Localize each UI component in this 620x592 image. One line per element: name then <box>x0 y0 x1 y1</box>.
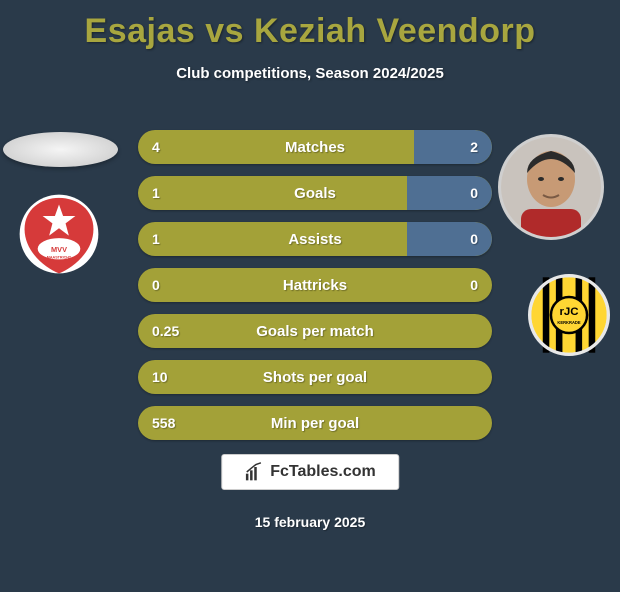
stat-row: 0.25Goals per match <box>138 314 492 348</box>
svg-text:rJC: rJC <box>559 306 578 318</box>
stats-table: 4Matches21Goals01Assists00Hattricks00.25… <box>138 130 492 452</box>
stat-label: Assists <box>208 231 422 248</box>
stat-row: 1Goals0 <box>138 176 492 210</box>
stat-left-value: 0.25 <box>138 323 208 339</box>
stat-row: 558Min per goal <box>138 406 492 440</box>
brand-text: FcTables.com <box>270 463 376 481</box>
stat-label: Shots per goal <box>208 369 422 386</box>
stat-right-value: 0 <box>422 231 492 247</box>
svg-text:KERKRADE: KERKRADE <box>557 320 580 325</box>
stat-row: 0Hattricks0 <box>138 268 492 302</box>
stat-left-value: 558 <box>138 415 208 431</box>
stat-label: Min per goal <box>208 415 422 432</box>
stat-row: 1Assists0 <box>138 222 492 256</box>
svg-text:MVV: MVV <box>51 245 67 254</box>
stat-right-value: 0 <box>422 277 492 293</box>
stat-label: Hattricks <box>208 277 422 294</box>
club-right-badge: rJC KERKRADE <box>528 274 610 356</box>
brand-box[interactable]: FcTables.com <box>221 454 399 490</box>
comparison-date: 15 february 2025 <box>0 514 620 530</box>
stat-right-value: 2 <box>422 139 492 155</box>
stat-row: 4Matches2 <box>138 130 492 164</box>
stat-left-value: 1 <box>138 231 208 247</box>
stat-label: Goals per match <box>208 323 422 340</box>
stat-label: Matches <box>208 139 422 156</box>
svg-text:MAASTRICHT: MAASTRICHT <box>47 256 72 260</box>
stat-left-value: 0 <box>138 277 208 293</box>
brand-logo-icon <box>244 462 264 482</box>
stat-left-value: 10 <box>138 369 208 385</box>
stat-left-value: 4 <box>138 139 208 155</box>
comparison-subtitle: Club competitions, Season 2024/2025 <box>0 65 620 82</box>
stat-row: 10Shots per goal <box>138 360 492 394</box>
club-left-badge: MVV MAASTRICHT <box>18 193 100 275</box>
stat-label: Goals <box>208 185 422 202</box>
comparison-title: Esajas vs Keziah Veendorp <box>0 12 620 51</box>
player-right-avatar <box>498 134 604 240</box>
player-left-avatar <box>3 132 118 167</box>
stat-right-value: 0 <box>422 185 492 201</box>
stat-left-value: 1 <box>138 185 208 201</box>
